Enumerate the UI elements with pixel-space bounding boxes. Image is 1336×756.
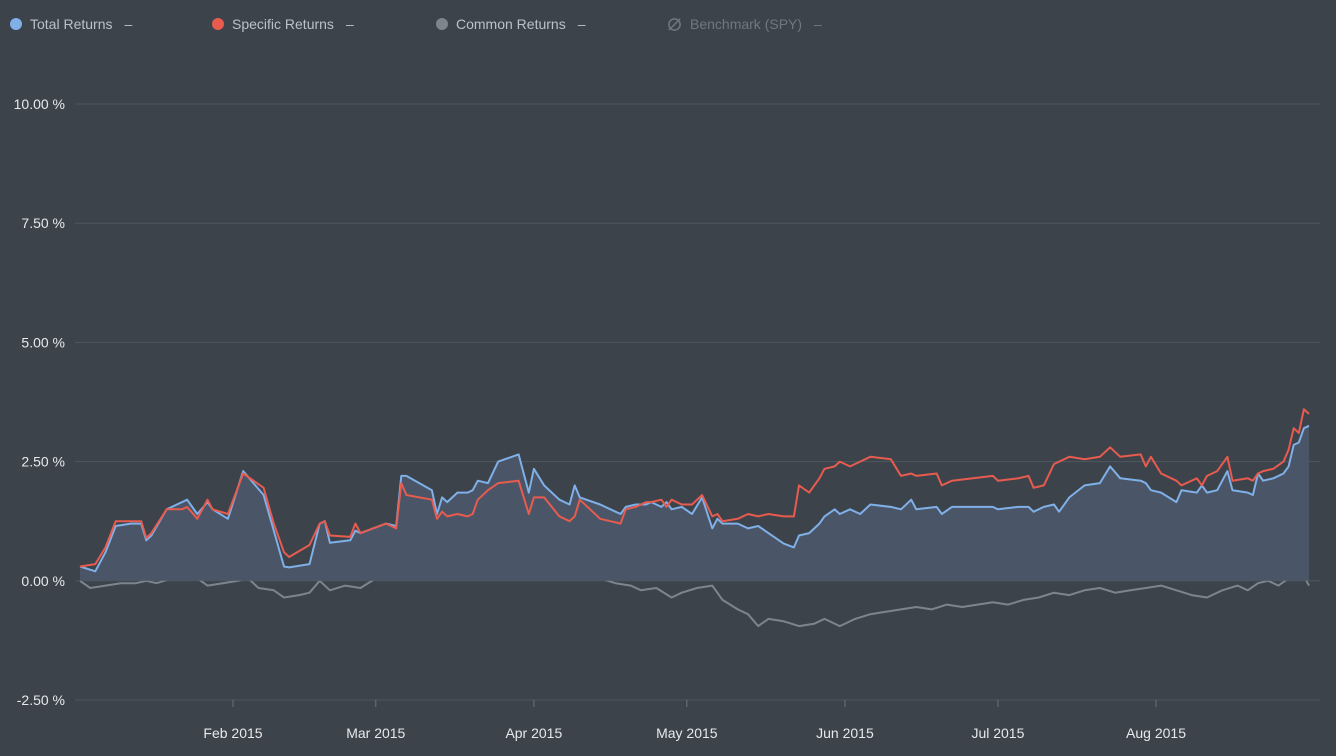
y-tick-label: 7.50 %	[21, 215, 65, 231]
y-tick-label: -2.50 %	[17, 692, 65, 708]
chart-legend: Total Returns – Specific Returns – Common Re…	[0, 0, 1336, 52]
legend-dot-icon	[436, 18, 448, 30]
legend-label: Benchmark (SPY)	[690, 16, 803, 32]
legend-label: Total Returns	[30, 16, 113, 32]
legend-dot-icon	[212, 18, 224, 30]
legend-item-benchmark-spy[interactable]: Benchmark (SPY) –	[667, 16, 822, 32]
legend-label: Specific Returns	[232, 16, 334, 32]
legend-value: –	[577, 16, 586, 32]
x-tick-label: May 2015	[656, 725, 718, 741]
legend-label: Common Returns	[456, 16, 566, 32]
x-tick-label: Jun 2015	[816, 725, 874, 741]
legend-item-total-returns[interactable]: Total Returns –	[10, 16, 132, 32]
legend-value: –	[345, 16, 354, 32]
legend-value: –	[124, 16, 133, 32]
y-tick-label: 2.50 %	[21, 454, 65, 470]
y-tick-label: 0.00 %	[21, 573, 65, 589]
x-tick-label: Apr 2015	[505, 725, 562, 741]
eye-off-icon	[667, 17, 682, 32]
legend-dot-icon	[10, 18, 22, 30]
y-tick-label: 5.00 %	[21, 334, 65, 350]
legend-item-common-returns[interactable]: Common Returns –	[436, 16, 586, 32]
legend-item-specific-returns[interactable]: Specific Returns –	[212, 16, 354, 32]
total-returns-line	[79, 424, 1310, 573]
specific-returns-line	[79, 408, 1310, 568]
x-tick-label: Jul 2015	[971, 725, 1024, 741]
legend-value: –	[814, 16, 822, 32]
x-tick-label: Aug 2015	[1126, 725, 1186, 741]
common-returns-line	[79, 553, 1310, 628]
x-tick-label: Mar 2015	[346, 725, 405, 741]
x-tick-label: Feb 2015	[203, 725, 262, 741]
y-tick-label: 10.00 %	[14, 96, 65, 112]
total-returns-area	[80, 425, 1309, 581]
